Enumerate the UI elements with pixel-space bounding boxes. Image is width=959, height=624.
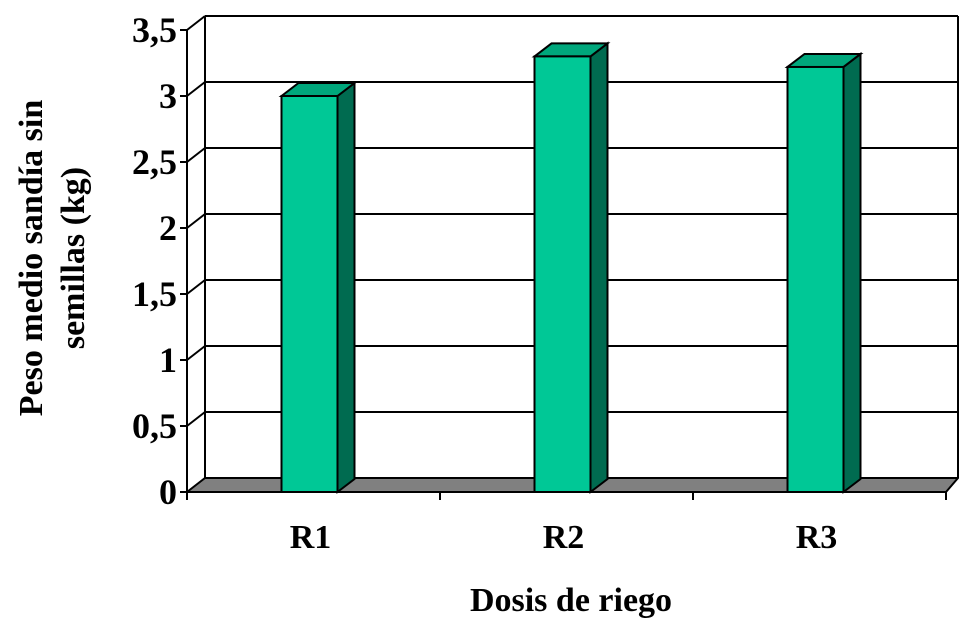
gridline-side (186, 279, 206, 295)
chart-bars (278, 41, 864, 495)
gridline-side (186, 345, 206, 361)
y-axis-tick-labels: 0 0,5 1 1,5 2 2,5 3 3,5 (132, 10, 177, 512)
y-tick-label: 2,5 (132, 142, 177, 182)
bar-R1 (278, 80, 358, 495)
x-category-label: R1 (290, 519, 332, 556)
gridline-side (186, 213, 206, 229)
y-tick-label: 3,5 (132, 10, 177, 50)
y-tick-label: 1 (159, 340, 177, 380)
bar-R3 (784, 51, 864, 495)
y-tick-label: 3 (159, 76, 177, 116)
x-axis-title: Dosis de riego (470, 582, 672, 619)
y-tick-label: 1,5 (132, 274, 177, 314)
bar-front-face (280, 95, 339, 493)
bar-front-face (533, 55, 592, 494)
y-axis-title-line-2-text: semillas (kg) (55, 167, 92, 349)
y-axis-title-line-2: semillas (kg) (55, 167, 92, 349)
y-tick-label: 0 (159, 472, 177, 512)
y-tick-label: 0,5 (132, 406, 177, 446)
gridline-side (186, 147, 206, 163)
y-axis-title: Peso medio sandía sin (13, 100, 50, 417)
y-axis-title-line-1: Peso medio sandía sin (13, 100, 50, 417)
x-axis-category-labels: R1 R2 R3 (290, 519, 838, 556)
y-tick-label: 2 (159, 208, 177, 248)
gridline-side (186, 411, 206, 427)
bar-side-face (842, 51, 862, 495)
bar-front-face (786, 65, 845, 494)
bar-side-face (589, 41, 609, 495)
gridline-side (186, 15, 206, 31)
bar-R2 (531, 41, 611, 495)
x-category-label: R2 (543, 519, 585, 556)
gridline-side (186, 81, 206, 97)
x-category-label: R3 (796, 519, 838, 556)
bar-side-face (336, 80, 356, 495)
